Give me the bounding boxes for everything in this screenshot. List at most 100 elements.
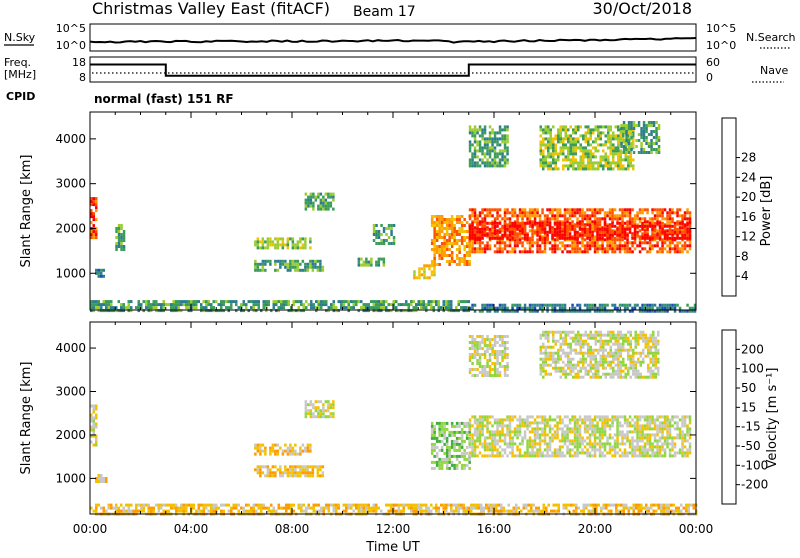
range-cell (597, 334, 600, 337)
range-cell (494, 250, 497, 253)
range-cell (619, 415, 622, 418)
range-cell (274, 263, 277, 266)
range-cell (461, 239, 464, 242)
range-cell (584, 445, 587, 448)
range-cell (585, 125, 588, 128)
range-cell (576, 427, 579, 430)
range-cell (646, 442, 649, 445)
range-cell (456, 449, 459, 452)
range-cell (145, 303, 148, 306)
range-cell (540, 128, 543, 131)
range-cell (521, 237, 524, 240)
range-cell (570, 125, 573, 128)
freq-unit-label: [MHz] (4, 68, 36, 81)
range-cell (674, 244, 677, 247)
range-cell (581, 442, 584, 445)
range-cell (594, 235, 597, 238)
range-cell (610, 137, 613, 140)
range-cell (481, 225, 484, 228)
range-cell (506, 140, 509, 143)
range-cell (595, 355, 598, 358)
range-cell (448, 254, 451, 257)
range-cell (594, 222, 597, 225)
range-cell (380, 303, 383, 306)
range-cell (350, 306, 353, 309)
range-cell (554, 247, 557, 250)
range-cell (489, 421, 492, 424)
range-cell (577, 376, 580, 379)
range-cell (501, 418, 504, 421)
range-cell (559, 304, 562, 307)
y-tick-label: 4000 (55, 132, 86, 146)
range-cell (546, 234, 549, 237)
range-cell (494, 152, 497, 155)
range-cell (544, 231, 547, 234)
range-cell (531, 445, 534, 448)
range-cell (277, 450, 280, 453)
range-cell (539, 231, 542, 234)
range-cell (592, 334, 595, 337)
range-cell (612, 149, 615, 152)
range-cell (609, 436, 612, 439)
range-cell (504, 125, 507, 128)
range-cell (592, 152, 595, 155)
range-cell (623, 121, 626, 124)
range-cell (641, 232, 644, 235)
range-cell (433, 425, 436, 428)
range-cell (586, 448, 589, 451)
range-cell (461, 236, 464, 239)
range-cell (491, 350, 494, 353)
range-cell (545, 349, 548, 352)
range-cell (531, 448, 534, 451)
range-cell (193, 300, 196, 303)
range-cell (450, 306, 453, 309)
range-cell (566, 430, 569, 433)
range-cell (630, 161, 633, 164)
range-cell (469, 371, 472, 374)
range-cell (257, 263, 260, 266)
range-cell (681, 217, 684, 220)
range-cell (463, 245, 466, 248)
range-cell (619, 247, 622, 250)
range-cell (630, 142, 633, 145)
range-cell (435, 300, 438, 303)
range-cell (564, 222, 567, 225)
range-cell (610, 152, 613, 155)
range-cell (506, 234, 509, 237)
range-cell (674, 421, 677, 424)
range-cell (625, 133, 628, 136)
range-cell (595, 125, 598, 128)
range-cell (622, 134, 625, 137)
range-cell (591, 454, 594, 457)
range-cell (689, 442, 692, 445)
range-cell (626, 241, 629, 244)
range-cell (580, 340, 583, 343)
range-cell (511, 304, 514, 307)
range-cell (453, 443, 456, 446)
range-cell (441, 230, 444, 233)
range-cell (587, 149, 590, 152)
range-cell (160, 303, 163, 306)
range-cell (484, 125, 487, 128)
range-cell (607, 134, 610, 137)
range-cell (501, 234, 504, 237)
range-cell (549, 427, 552, 430)
range-cell (572, 161, 575, 164)
range-cell (669, 225, 672, 228)
range-cell (471, 241, 474, 244)
range-cell (441, 440, 444, 443)
range-cell (280, 303, 283, 306)
range-cell (322, 471, 325, 474)
range-cell (456, 242, 459, 245)
range-cell (481, 454, 484, 457)
range-cell (304, 471, 307, 474)
range-cell (681, 430, 684, 433)
range-cell (292, 474, 295, 477)
range-cell (511, 231, 514, 234)
range-cell (257, 468, 260, 471)
range-cell (591, 421, 594, 424)
range-cell (659, 231, 662, 234)
range-cell (499, 128, 502, 131)
range-cell (576, 208, 579, 211)
range-cell (644, 442, 647, 445)
